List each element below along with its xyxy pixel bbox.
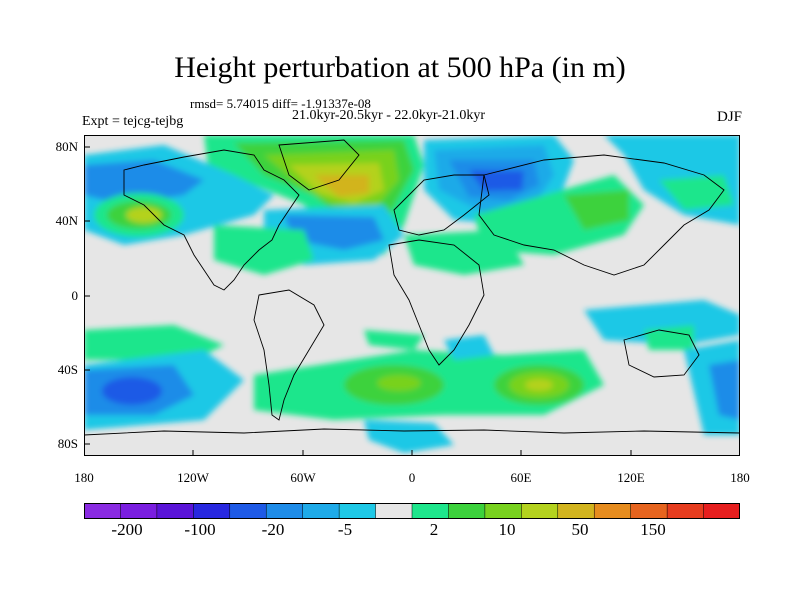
colorbar-label: -200	[111, 520, 143, 539]
height-perturbation-map	[84, 135, 740, 456]
lon-tick-label: 120W	[177, 470, 209, 485]
contour-southamerica-green	[364, 330, 424, 350]
contour-satlantic-yellowgreen	[377, 375, 421, 391]
colorbar-cell	[302, 503, 340, 519]
colorbar-label: -20	[261, 520, 285, 539]
lat-tick-label: 40N	[55, 213, 78, 228]
lon-tick-label: 180	[74, 470, 94, 485]
lon-tick-label: 180	[730, 470, 750, 485]
colorbar-label: -5	[337, 520, 353, 539]
colorbar-cell	[156, 503, 194, 519]
colorbar-cell	[193, 503, 231, 519]
contour-spacific-green	[84, 325, 224, 360]
lat-tick-label: 40S	[57, 362, 78, 377]
colorbar-cell	[84, 503, 121, 519]
colorbar-cell	[265, 503, 304, 519]
colorbar-cell	[703, 503, 740, 519]
contour-australia-green	[644, 325, 694, 350]
coast-africa	[388, 239, 485, 366]
contour-antarctic-cyan	[364, 420, 454, 453]
lon-tick-label: 0	[408, 470, 416, 485]
coast-antarctica	[84, 428, 740, 436]
map-title: Height perturbation at 500 hPa (in m)	[174, 51, 626, 84]
coast-europe	[393, 174, 490, 236]
lon-tick-label: 120E	[617, 470, 645, 485]
colorbar-cell	[666, 503, 705, 519]
colorbar-cell	[593, 503, 632, 519]
colorbar-cell	[557, 503, 595, 519]
contour-positive-gold	[314, 175, 369, 197]
colorbar-label: 50	[571, 520, 589, 539]
colorbar-cell	[630, 503, 668, 519]
colorbar-cell	[448, 503, 486, 519]
coast-greenland	[278, 139, 360, 191]
colorbar	[84, 503, 740, 519]
contour-spacific-darkblue	[102, 377, 162, 405]
lat-tick-label: 0	[71, 288, 79, 303]
colorbar-cell	[120, 503, 158, 519]
lat-tick-label: 80N	[55, 139, 78, 154]
lon-tick-label: 60E	[510, 470, 532, 485]
contour-asia-lightgreen	[564, 190, 629, 230]
colorbar-cell	[411, 503, 449, 519]
contour-npacific-blue	[84, 160, 204, 205]
colorbar-cell	[338, 503, 377, 519]
colorbar-cell	[484, 503, 522, 519]
contour-sindian-yellow	[525, 379, 553, 391]
stats-line: rmsd= 5.74015 diff= -1.91337e-08	[190, 96, 371, 111]
season-label: DJF	[716, 109, 742, 125]
lon-tick-label: 60W	[290, 470, 316, 485]
colorbar-label: -100	[184, 520, 216, 539]
experiment-label: Expt = tejcg-tejbg	[82, 114, 184, 129]
period-line: 21.0kyr-20.5kyr - 22.0kyr-21.0kyr	[292, 108, 486, 123]
contour-australia-cyan	[584, 300, 740, 345]
map-ticks	[84, 146, 740, 456]
contour-fields	[84, 135, 740, 453]
coast-north-america	[123, 149, 300, 291]
colorbar-cell	[229, 503, 267, 519]
coastlines	[84, 139, 740, 436]
colorbar-cell	[521, 503, 559, 519]
colorbar-label: 2	[429, 520, 439, 539]
contour-northamerica-green	[214, 225, 314, 275]
coast-asia	[478, 154, 725, 276]
lat-tick-label: 80S	[57, 436, 78, 451]
contour-npacific-yellow	[126, 207, 162, 223]
contour-seastpacific-blue	[709, 360, 740, 420]
contour-southamerica-cyan	[444, 335, 494, 360]
colorbar-label: 10	[498, 520, 516, 539]
colorbar-label: 150	[640, 520, 666, 539]
coast-south-america	[253, 289, 325, 421]
colorbar-cell	[375, 503, 413, 519]
contour-watlantic-blue	[284, 215, 384, 250]
coast-australia	[623, 329, 700, 378]
